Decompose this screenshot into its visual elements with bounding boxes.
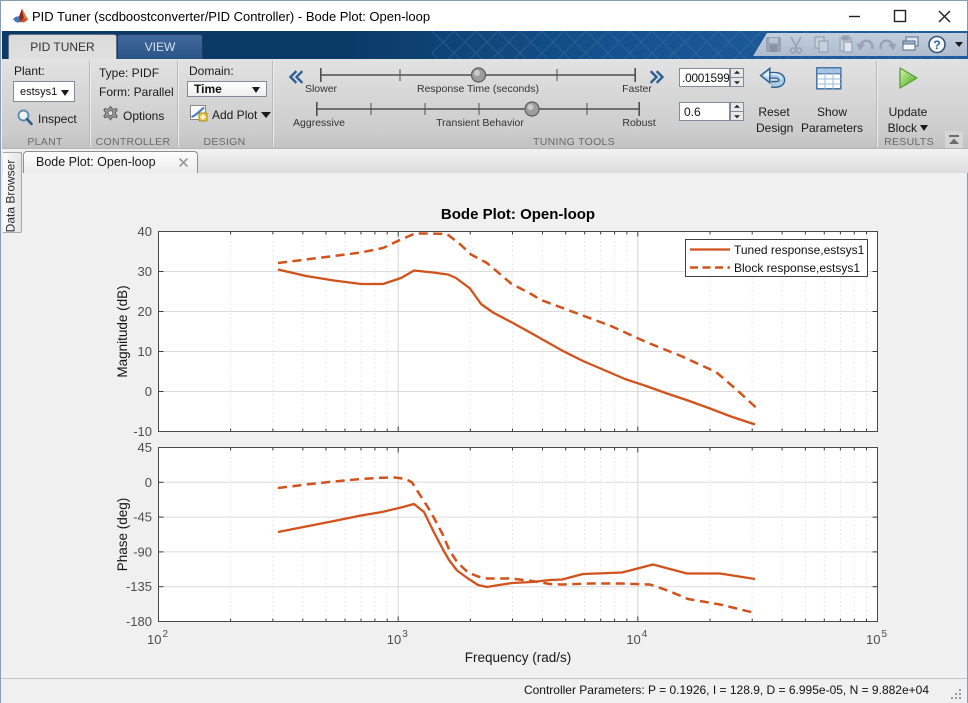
svg-text:Tuned response,estsys1: Tuned response,estsys1 [734,243,865,257]
svg-text:0: 0 [145,475,152,490]
svg-text:10: 10 [387,632,401,647]
svg-text:10: 10 [138,344,152,359]
svg-text:10: 10 [147,632,161,647]
svg-text:Phase (deg): Phase (deg) [115,498,130,572]
svg-text:3: 3 [402,629,408,640]
svg-text:Magnitude (dB): Magnitude (dB) [115,285,130,377]
svg-text:10: 10 [626,632,640,647]
svg-text:Frequency (rad/s): Frequency (rad/s) [465,650,572,665]
svg-text:-45: -45 [133,510,152,525]
svg-text:Block response,estsys1: Block response,estsys1 [734,261,860,275]
svg-text:-180: -180 [126,614,152,629]
svg-text:4: 4 [642,629,648,640]
svg-text:10: 10 [866,632,880,647]
svg-text:2: 2 [163,629,169,640]
svg-text:-10: -10 [133,424,152,439]
svg-text:-90: -90 [133,544,152,559]
svg-text:40: 40 [138,224,152,239]
svg-text:0: 0 [145,384,152,399]
svg-text:45: 45 [138,440,152,455]
svg-text:5: 5 [882,629,888,640]
svg-text:Bode Plot: Open-loop: Bode Plot: Open-loop [441,206,595,223]
svg-text:?: ? [933,38,940,52]
svg-text:-135: -135 [126,579,152,594]
svg-text:20: 20 [138,304,152,319]
svg-text:30: 30 [138,264,152,279]
